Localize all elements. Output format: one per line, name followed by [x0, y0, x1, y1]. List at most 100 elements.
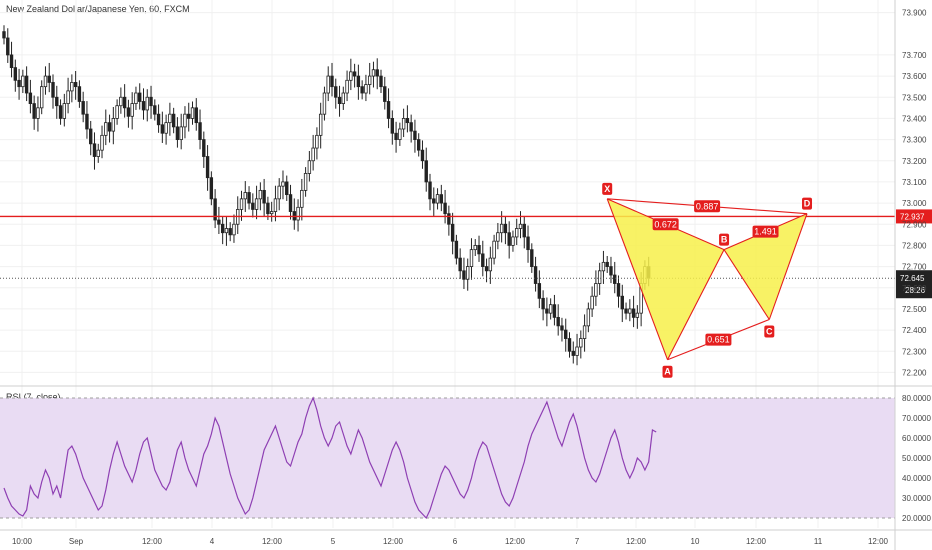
candle-body: [375, 69, 379, 77]
point-label: B: [721, 235, 728, 245]
candle-body: [545, 308, 549, 314]
ratio-label: 1.491: [754, 227, 777, 237]
candle-body: [469, 249, 474, 267]
candle-body: [224, 228, 229, 234]
candle-body: [334, 86, 338, 98]
candle-body: [511, 236, 515, 246]
candle-body: [454, 240, 459, 259]
candle-body: [337, 96, 342, 104]
candle-body: [156, 113, 161, 126]
candle-body: [496, 232, 500, 242]
candle-body: [567, 338, 572, 352]
candle-body: [383, 86, 387, 102]
candle-body: [590, 295, 594, 310]
candle-body: [47, 75, 51, 83]
candle-body: [631, 308, 636, 318]
candle-body: [364, 84, 368, 94]
candle-body: [628, 308, 632, 314]
candle-body: [360, 86, 364, 94]
candle-body: [352, 71, 357, 77]
candle-body: [32, 103, 36, 119]
time-tick-label: 12:00: [262, 537, 283, 546]
candle-body: [217, 219, 221, 225]
candle-body: [462, 270, 466, 280]
candle-body: [477, 245, 481, 255]
candle-body: [179, 126, 183, 140]
candle-body: [503, 223, 508, 234]
time-tick-label: 12:00: [383, 537, 404, 546]
price-tick-label: 72.800: [902, 241, 927, 250]
candle-body: [537, 283, 542, 299]
price-tick-label: 72.500: [902, 305, 927, 314]
price-tick-label: 73.900: [902, 9, 927, 18]
candle-body: [386, 101, 391, 119]
candle-body: [2, 31, 6, 39]
candle-body: [122, 96, 127, 109]
candle-body: [318, 113, 323, 136]
rsi-band: [0, 397, 895, 519]
candle-body: [126, 107, 131, 117]
candle-body: [586, 308, 591, 327]
candle-body: [209, 177, 214, 200]
candle-body: [58, 105, 63, 119]
rsi-tick-label: 60.0000: [902, 434, 931, 443]
rsi-line: [3, 396, 657, 520]
rsi-title: RSI (7, close): [6, 392, 61, 402]
time-tick-label: 12:00: [626, 537, 647, 546]
candle-body: [81, 101, 85, 115]
candle-body: [194, 107, 198, 124]
candle-body: [149, 96, 153, 107]
candle-body: [416, 139, 421, 151]
candle-body: [239, 198, 244, 210]
candle-body: [488, 257, 493, 272]
ratio-badge: [752, 225, 779, 238]
candle-body: [62, 103, 67, 119]
candle-body: [145, 96, 149, 111]
candle-body: [285, 181, 289, 196]
candle-body: [515, 228, 519, 238]
point-badge: [719, 233, 730, 246]
candle-body: [428, 181, 432, 200]
candle-body: [21, 75, 25, 88]
candle-body: [168, 113, 172, 124]
candle-body: [620, 295, 624, 310]
candle-body: [115, 105, 119, 119]
candle-body: [266, 202, 270, 215]
candle-body: [119, 96, 123, 107]
candle-body: [507, 232, 511, 246]
candle-body: [17, 79, 21, 88]
candle-body: [288, 194, 293, 212]
time-tick-label: 12:00: [868, 537, 889, 546]
rsi-tick-label: 50.0000: [902, 454, 931, 463]
point-badge: [662, 365, 673, 378]
candle-body: [601, 261, 606, 272]
candle-body: [6, 37, 10, 56]
rsi-tick-label: 30.0000: [902, 494, 931, 503]
point-badge: [802, 197, 813, 210]
candle-body: [481, 253, 485, 267]
candle-body: [311, 147, 315, 162]
candle-body: [394, 132, 398, 140]
candle-body: [300, 189, 304, 208]
time-tick-label: 10:00: [12, 537, 33, 546]
time-tick-label: 6: [453, 537, 458, 546]
candle-body: [198, 122, 202, 140]
pattern-triangle-bcd: [724, 213, 808, 320]
candle-body: [70, 82, 74, 92]
candle-body: [594, 283, 598, 297]
candle-body: [571, 350, 575, 356]
candle-body: [213, 198, 217, 221]
candle-body: [522, 223, 526, 238]
candle-body: [484, 266, 489, 272]
candle-body: [183, 113, 187, 128]
candle-body: [556, 316, 560, 327]
candle-body: [104, 122, 108, 136]
candle-body: [345, 79, 349, 94]
candle-body: [526, 236, 530, 251]
leg-bc: [723, 249, 770, 320]
candle-body: [153, 105, 157, 115]
candle-body: [466, 266, 470, 280]
price-tick-label: 73.300: [902, 136, 927, 145]
